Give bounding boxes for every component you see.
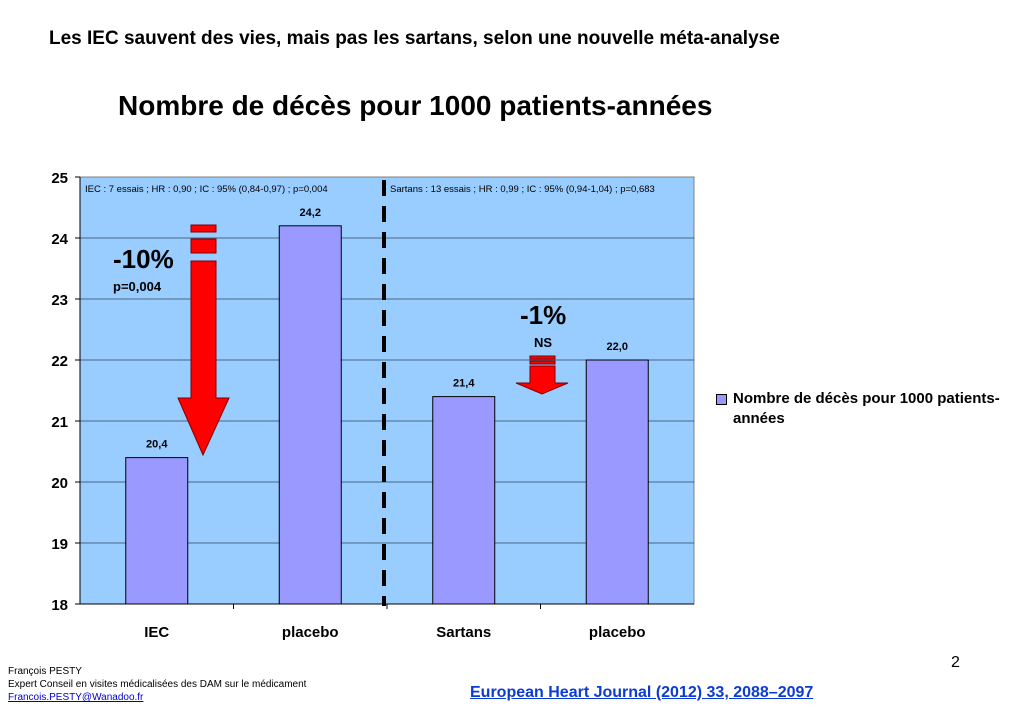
iec-arrow-segment-2 — [190, 238, 217, 254]
sartans-arrow-head — [515, 365, 569, 395]
sartans-arrow-segment-2 — [529, 360, 556, 365]
slide-title: Les IEC sauvent des vies, mais pas les s… — [49, 28, 780, 49]
x-tick-label: placebo — [282, 624, 339, 641]
author-name: François PESTY — [8, 666, 82, 677]
iec-stats-annotation: IEC : 7 essais ; HR : 0,90 ; IC : 95% (0… — [85, 184, 328, 195]
chart-title: Nombre de décès pour 1000 patients-année… — [118, 90, 713, 121]
data-label: 24,2 — [300, 207, 321, 219]
bar-placebo-1 — [278, 225, 342, 605]
y-tick-label: 24 — [51, 231, 68, 248]
iec-arrow-head — [177, 260, 230, 457]
sartans-reduction-label: -1% — [520, 300, 566, 330]
author-email-link[interactable]: Francois.PESTY@Wanadoo.fr — [8, 692, 144, 703]
bar-sartans-2 — [432, 396, 496, 605]
bar-iec-0 — [125, 457, 189, 605]
author-role: Expert Conseil en visites médicalisées d… — [8, 679, 307, 690]
iec-arrow — [177, 224, 230, 457]
iec-reduction-label: -10% — [113, 244, 174, 274]
y-tick-label: 20 — [51, 475, 68, 492]
data-label: 21,4 — [453, 378, 475, 390]
y-tick-label: 18 — [51, 597, 68, 614]
y-tick-label: 21 — [51, 414, 68, 431]
x-tick-label: placebo — [589, 624, 646, 641]
sartans-stats-annotation: Sartans : 13 essais ; HR : 0,99 ; IC : 9… — [390, 184, 655, 195]
x-tick-label: IEC — [144, 624, 169, 641]
y-tick-label: 23 — [51, 292, 68, 309]
sartans-significance-label: NS — [534, 335, 552, 350]
bar-placebo-3 — [585, 359, 649, 605]
legend-label: Nombre de décès pour 1000 patients-année… — [733, 390, 1000, 427]
y-tick-label: 25 — [51, 170, 68, 187]
page-number: 2 — [951, 654, 960, 671]
sartans-arrow-segment-1 — [529, 355, 556, 360]
sartans-arrow — [515, 355, 569, 395]
y-tick-label: 22 — [51, 353, 68, 370]
iec-arrow-segment-1 — [190, 224, 217, 233]
journal-reference-link[interactable]: European Heart Journal (2012) 33, 2088–2… — [470, 684, 814, 701]
x-tick-label: Sartans — [436, 624, 491, 641]
iec-p-value-label: p=0,004 — [113, 279, 162, 294]
data-label: 20,4 — [146, 439, 168, 451]
legend-swatch — [716, 394, 727, 405]
data-label: 22,0 — [607, 341, 628, 353]
y-tick-label: 19 — [51, 536, 68, 553]
